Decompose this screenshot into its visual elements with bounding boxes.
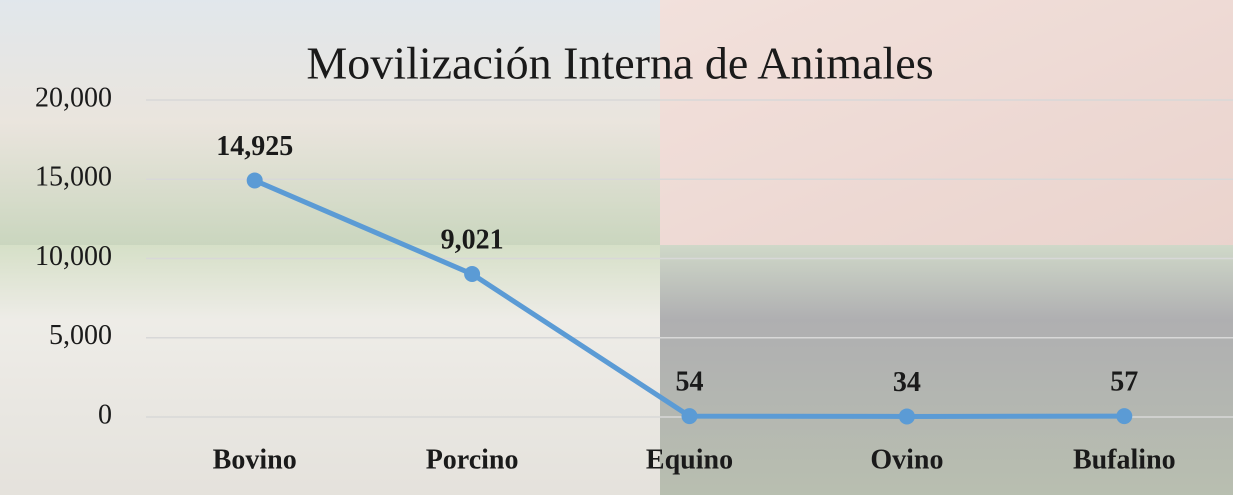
x-tick-label: Bufalino: [1073, 444, 1176, 475]
marker: [246, 172, 263, 189]
y-tick-label: 0: [98, 399, 112, 430]
data-label: 9,021: [441, 224, 504, 255]
y-tick-label: 15,000: [35, 162, 112, 193]
y-tick-label: 5,000: [49, 320, 112, 351]
data-label: 54: [676, 367, 704, 398]
marker: [464, 266, 481, 283]
data-label: 57: [1110, 367, 1138, 398]
x-tick-label: Ovino: [870, 444, 943, 475]
marker: [898, 408, 915, 425]
x-tick-label: Bovino: [213, 444, 297, 475]
chart-title: Movilización Interna de Animales: [306, 38, 933, 89]
marker: [681, 408, 698, 425]
x-tick-label: Porcino: [426, 444, 519, 475]
marker: [1116, 408, 1133, 425]
data-label: 34: [893, 367, 921, 398]
x-tick-label: Equino: [646, 444, 733, 475]
data-label: 14,925: [216, 131, 293, 162]
y-tick-label: 20,000: [35, 82, 112, 113]
y-tick-label: 10,000: [35, 241, 112, 272]
